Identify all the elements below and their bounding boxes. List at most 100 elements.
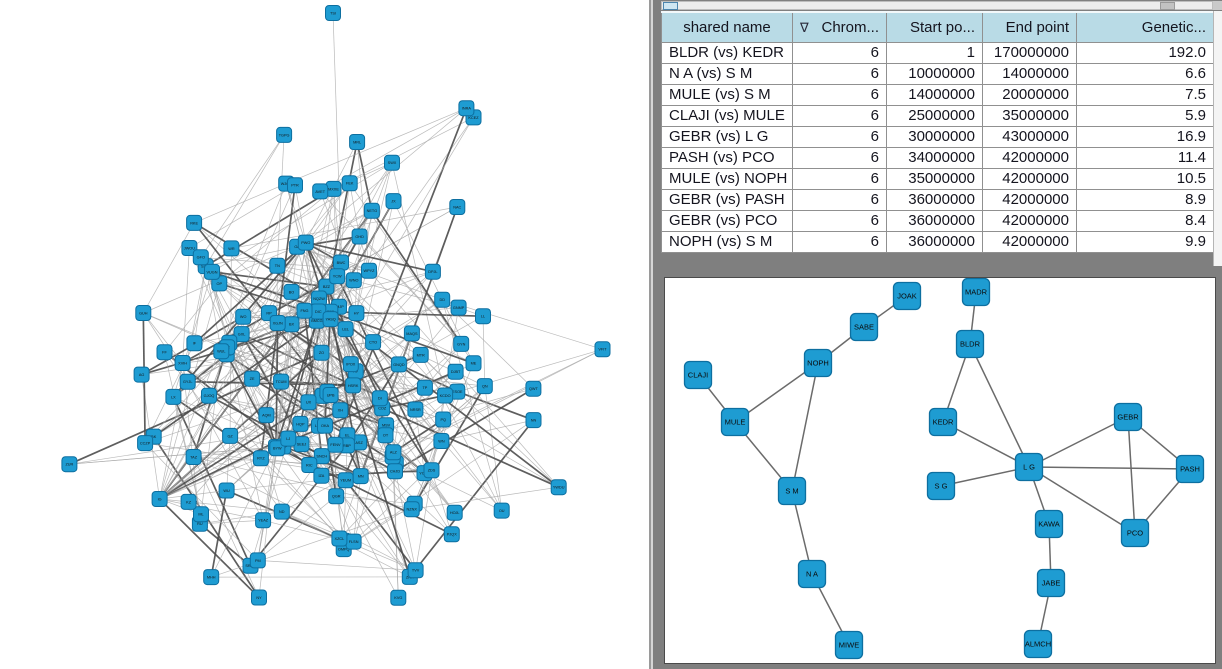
network-node[interactable]: NN (525, 412, 542, 429)
network-node[interactable]: OKA (317, 417, 333, 434)
network-node[interactable]: ML (193, 506, 209, 523)
network-node[interactable]: GFO (192, 249, 209, 266)
node-pash[interactable]: PASH (1175, 454, 1205, 484)
network-node[interactable]: WU (218, 482, 235, 499)
network-node[interactable]: HOJL (446, 504, 463, 521)
network-node[interactable]: TGPG (276, 126, 293, 143)
node-kawa[interactable]: KAWA (1034, 509, 1064, 539)
column-header-end-point[interactable]: End point (982, 11, 1077, 43)
node-noph[interactable]: NOPH (803, 348, 833, 378)
network-node[interactable]: ZDS (423, 462, 440, 479)
network-node[interactable]: PWO (297, 234, 314, 251)
network-node[interactable]: PM (249, 552, 266, 569)
network-node[interactable]: TCUM (273, 373, 290, 390)
node-bldr[interactable]: BLDR (955, 329, 985, 359)
table-row[interactable]: NOPH (vs) S M 6 36000000 42000000 9.9 (661, 230, 1214, 253)
network-node[interactable]: RKE (186, 214, 203, 231)
network-node[interactable]: OU (493, 502, 510, 519)
table-row[interactable]: MULE (vs) S M 6 14000000 20000000 7.5 (661, 83, 1214, 106)
network-node[interactable]: OT (377, 427, 394, 444)
network-node[interactable]: ALZ (385, 444, 402, 461)
node-s-m[interactable]: S M (777, 476, 807, 506)
edge-l-g-pash[interactable] (1028, 466, 1191, 470)
network-node[interactable]: VUGN (204, 263, 220, 280)
network-node[interactable]: TAZ (185, 449, 202, 465)
horizontal-scrollbar[interactable] (661, 1, 1213, 10)
network-node[interactable]: CHJD (387, 463, 403, 480)
network-node[interactable]: MAQS (403, 325, 420, 342)
network-node[interactable]: CCZP (137, 435, 154, 452)
network-node[interactable]: NZNX (403, 501, 420, 518)
network-node[interactable]: TP (416, 379, 433, 396)
network-node[interactable]: FENV (327, 436, 344, 453)
network-node[interactable]: VFIT (594, 341, 611, 358)
vertical-scrollbar[interactable] (1213, 11, 1222, 266)
network-node[interactable]: PQ (435, 411, 452, 428)
network-node[interactable]: NAC (449, 199, 466, 215)
network-node[interactable]: ME (465, 355, 482, 372)
panel-divider[interactable] (649, 0, 653, 669)
network-node[interactable]: YWDU (550, 479, 567, 496)
network-node[interactable]: GNQD (390, 356, 407, 373)
network-node[interactable]: LEL (337, 321, 354, 338)
network-node[interactable]: QGR (328, 488, 345, 505)
network-node[interactable]: WNO (345, 272, 362, 289)
network-node[interactable]: GXL (233, 326, 250, 343)
network-node[interactable]: FNG (296, 302, 313, 319)
network-node[interactable]: MHH (203, 569, 220, 586)
network-node[interactable]: FEK (341, 175, 358, 192)
network-node[interactable]: GUH (135, 305, 152, 321)
network-node[interactable]: IF (186, 335, 203, 352)
network-node[interactable]: LL (475, 308, 491, 325)
column-header-start-po[interactable]: Start po... (886, 11, 983, 43)
node-miwe[interactable]: MIWE (834, 630, 864, 660)
network-node[interactable]: IPOX (342, 356, 359, 373)
network-node[interactable]: KCDO (437, 387, 454, 404)
network-node[interactable]: ZO (313, 344, 330, 361)
network-node[interactable]: DPJL (424, 263, 441, 280)
network-node[interactable]: IG (151, 491, 168, 507)
network-node[interactable]: BX (283, 316, 300, 333)
network-node[interactable]: ZUR (61, 456, 78, 473)
network-node[interactable]: KVG (390, 589, 407, 606)
table-row[interactable]: GEBR (vs) PCO 6 36000000 42000000 8.4 (661, 209, 1214, 232)
network-node[interactable]: CTO (365, 334, 382, 351)
network-node[interactable]: DI (371, 390, 388, 407)
network-node[interactable]: TVV (407, 562, 424, 579)
network-node[interactable]: HSRK (345, 377, 362, 394)
table-row[interactable]: CLAJI (vs) MULE 6 25000000 35000000 5.9 (661, 104, 1214, 127)
network-node[interactable]: QWT (525, 380, 542, 397)
edge-l-g-gebr[interactable] (1028, 416, 1129, 468)
edge-kedr-l-g[interactable] (942, 421, 1030, 468)
table-row[interactable]: N A (vs) S M 6 10000000 14000000 6.6 (661, 62, 1214, 85)
network-node[interactable]: BWC (333, 254, 349, 271)
node-mule[interactable]: MULE (720, 407, 750, 437)
network-node[interactable]: KZ (180, 493, 197, 510)
network-node[interactable]: FLSN (345, 533, 362, 550)
node-madr[interactable]: MADR (961, 278, 991, 307)
network-node[interactable]: AG (133, 366, 150, 383)
table-row[interactable]: GEBR (vs) PASH 6 36000000 42000000 8.9 (661, 188, 1214, 211)
network-node[interactable]: QN (476, 378, 493, 395)
network-node[interactable]: FF (156, 344, 173, 361)
node-pco[interactable]: PCO (1120, 518, 1150, 548)
column-header-chrom[interactable]: ∇ Chrom... (792, 11, 887, 43)
edge-bldr-l-g[interactable] (969, 343, 1030, 468)
network-node[interactable]: TN (269, 257, 286, 274)
table-row[interactable]: MULE (vs) NOPH 6 35000000 42000000 10.5 (661, 167, 1214, 190)
network-node[interactable]: GJOQ (201, 387, 217, 404)
network-node[interactable]: DD (434, 291, 451, 308)
network-node[interactable]: GNMP (450, 299, 467, 316)
scrollbar-thumb[interactable] (663, 2, 678, 10)
network-node[interactable]: WN (433, 433, 450, 449)
network-node[interactable]: WPYZ (361, 262, 377, 279)
node-kedr[interactable]: KEDR (928, 407, 958, 437)
network-node[interactable]: NETG (363, 202, 380, 219)
small-network-view[interactable]: JOAK MADR SABE BLDR NOPH CLAJI MULE KEDR GEBR L G… (665, 278, 1215, 663)
node-sabe[interactable]: SABE (849, 312, 879, 342)
network-node[interactable]: GYN (453, 335, 470, 352)
edge-s-g-l-g[interactable] (940, 466, 1030, 487)
node-s-g[interactable]: S G (926, 471, 956, 501)
network-node[interactable]: UPB (322, 387, 339, 403)
network-node[interactable]: MTR (412, 346, 429, 363)
